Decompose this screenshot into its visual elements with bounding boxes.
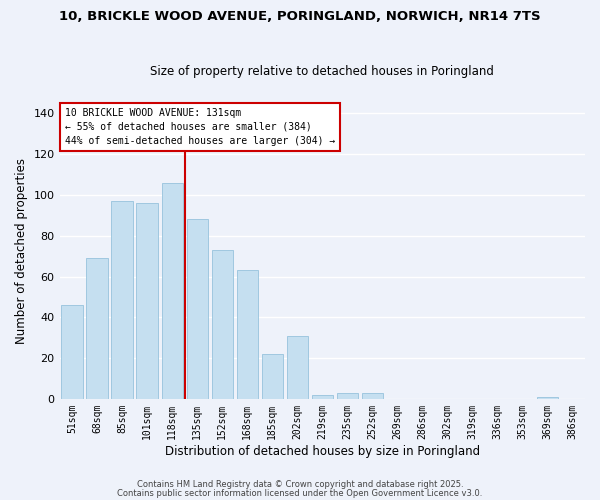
Text: Contains public sector information licensed under the Open Government Licence v3: Contains public sector information licen…	[118, 488, 482, 498]
Bar	[61, 305, 83, 399]
Y-axis label: Number of detached properties: Number of detached properties	[15, 158, 28, 344]
Bar	[537, 397, 558, 399]
Bar	[236, 270, 258, 399]
Text: 10 BRICKLE WOOD AVENUE: 131sqm
← 55% of detached houses are smaller (384)
44% of: 10 BRICKLE WOOD AVENUE: 131sqm ← 55% of …	[65, 108, 335, 146]
Bar	[362, 392, 383, 399]
Title: Size of property relative to detached houses in Poringland: Size of property relative to detached ho…	[151, 66, 494, 78]
Bar	[161, 183, 183, 399]
Bar	[112, 201, 133, 399]
Text: 10, BRICKLE WOOD AVENUE, PORINGLAND, NORWICH, NR14 7TS: 10, BRICKLE WOOD AVENUE, PORINGLAND, NOR…	[59, 10, 541, 23]
Bar	[262, 354, 283, 399]
Bar	[187, 220, 208, 399]
Bar	[86, 258, 108, 399]
Bar	[136, 203, 158, 399]
Bar	[212, 250, 233, 399]
X-axis label: Distribution of detached houses by size in Poringland: Distribution of detached houses by size …	[165, 444, 480, 458]
Bar	[337, 392, 358, 399]
Bar	[287, 336, 308, 399]
Text: Contains HM Land Registry data © Crown copyright and database right 2025.: Contains HM Land Registry data © Crown c…	[137, 480, 463, 489]
Bar	[311, 395, 333, 399]
